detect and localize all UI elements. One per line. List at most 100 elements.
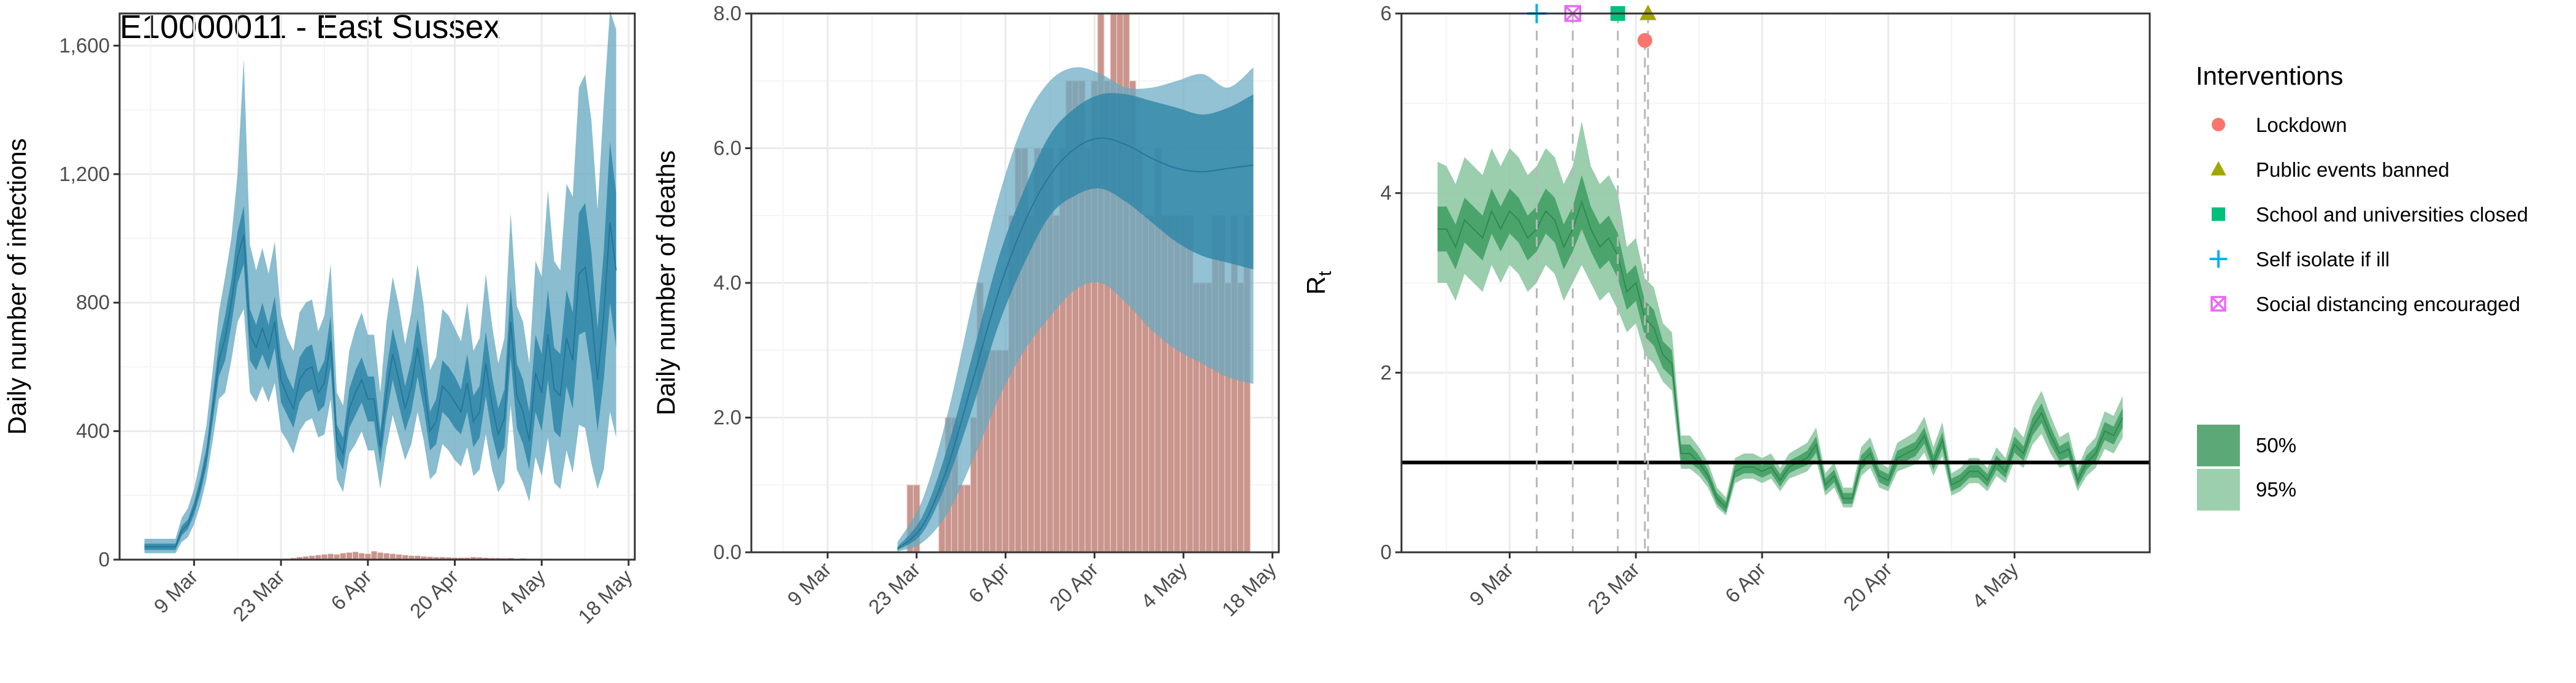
rt-y-tick-label: 4 bbox=[1381, 182, 1392, 204]
legend-item-label: Public events banned bbox=[2256, 158, 2450, 181]
rt-intervention-marker bbox=[1637, 33, 1652, 48]
infections-y-axis-label: Daily number of infections bbox=[2, 138, 31, 434]
infections-observed-bar bbox=[377, 552, 383, 560]
rt-y-axis-label: Rt bbox=[1301, 271, 1335, 295]
infections-band-50 bbox=[144, 142, 616, 550]
infections-observed-bar bbox=[303, 556, 309, 560]
infections-observed-bar bbox=[359, 553, 365, 560]
infections-observed-bar bbox=[383, 553, 389, 560]
infections-observed-bar bbox=[470, 557, 477, 560]
rt-y-tick-label: 2 bbox=[1381, 361, 1392, 384]
infections-x-tick-label: 23 Mar bbox=[228, 565, 289, 626]
legend-band-swatch bbox=[2197, 425, 2240, 466]
legend-item-label: Social distancing encouraged bbox=[2256, 293, 2520, 315]
deaths-band-50 bbox=[897, 93, 1254, 550]
rt-x-tick-label: 6 Apr bbox=[1720, 558, 1770, 608]
infections-frame bbox=[118, 12, 636, 561]
infections-observed-bar bbox=[365, 554, 371, 560]
infections-observed-bar bbox=[396, 554, 402, 560]
infections-y-tick-label: 800 bbox=[76, 291, 110, 314]
infections-x-tick-label: 9 Mar bbox=[150, 565, 202, 618]
infections-band-95 bbox=[144, 10, 616, 554]
legend-marker bbox=[2210, 161, 2226, 176]
infections-observed-bar bbox=[328, 554, 334, 560]
infections-y-tick-label: 1,200 bbox=[59, 163, 110, 185]
infections-x-tick-label: 6 Apr bbox=[326, 565, 376, 615]
infections-x-tick-label: 20 Apr bbox=[405, 565, 463, 623]
infections-x-tick-label: 4 May bbox=[494, 565, 550, 620]
infections-observed-bar bbox=[371, 551, 377, 560]
legend-marker bbox=[2212, 118, 2225, 131]
infections-observed-bar bbox=[427, 557, 433, 560]
rt-x-tick-label: 9 Mar bbox=[1465, 558, 1518, 611]
infections-observed-bar bbox=[433, 557, 439, 560]
legend-band-label: 50% bbox=[2256, 434, 2296, 457]
deaths-y-tick-label: 4.0 bbox=[713, 271, 742, 294]
legend-item-label: School and universities closed bbox=[2256, 203, 2528, 226]
deaths-panel: 0.0 2.0 4.0 6.0 8.0 9 Mar 23 Mar 6 Apr 20 Apr 4 M… bbox=[651, 2, 1281, 620]
deaths-x-tick-label: 9 Mar bbox=[783, 558, 835, 611]
legend-band-label: 95% bbox=[2256, 478, 2296, 501]
rt-x-tick-label: 4 May bbox=[1968, 557, 2023, 612]
deaths-observed-bar bbox=[957, 484, 965, 553]
infections-observed-bar bbox=[296, 557, 303, 560]
rt-frame bbox=[1400, 12, 2151, 554]
infections-y-tick-label: 400 bbox=[76, 420, 110, 442]
legend-marker bbox=[2212, 207, 2225, 221]
rt-x-tick-label: 20 Apr bbox=[1839, 558, 1896, 615]
legend-item-label: Lockdown bbox=[2256, 114, 2347, 136]
infections-observed-bar bbox=[408, 555, 415, 560]
infections-y-tick-label: 1,600 bbox=[59, 34, 110, 56]
deaths-y-tick-label: 8.0 bbox=[713, 2, 742, 25]
infections-observed-bar bbox=[353, 552, 359, 560]
infections-observed-bar bbox=[389, 554, 396, 560]
deaths-y-tick-label: 6.0 bbox=[713, 137, 742, 160]
infections-observed-bar bbox=[340, 553, 346, 560]
legend-marker-box bbox=[2210, 296, 2226, 312]
infections-observed-bar bbox=[477, 557, 483, 560]
infections-observed-bar bbox=[402, 555, 408, 560]
deaths-x-tick-label: 6 Apr bbox=[964, 558, 1014, 608]
deaths-observed-bar bbox=[964, 484, 972, 553]
legend-title: Interventions bbox=[2196, 61, 2343, 90]
infections-observed-bar bbox=[421, 556, 427, 560]
deaths-median-line bbox=[897, 137, 1254, 550]
deaths-y-tick-label: 2.0 bbox=[713, 406, 742, 429]
infections-observed-bar bbox=[309, 555, 315, 560]
infections-observed-bar bbox=[334, 554, 340, 560]
infections-observed-bar bbox=[451, 557, 458, 560]
deaths-y-tick-label: 0.0 bbox=[713, 541, 742, 563]
legend-item-label: Self isolate if ill bbox=[2256, 248, 2390, 271]
rt-y-tick-label: 0 bbox=[1381, 541, 1392, 563]
rt-panel: 0 2 4 6 9 Mar 23 Mar 6 Apr 20 Apr 4 May Rt bbox=[1301, 2, 2151, 619]
infections-observed-bar bbox=[315, 555, 321, 560]
infections-y-tick-label: 0 bbox=[99, 548, 110, 571]
infections-observed-bar bbox=[321, 554, 328, 560]
legend-marker-x2 bbox=[2210, 296, 2226, 312]
figure-title: E10000011 - East Sussex bbox=[120, 9, 500, 45]
deaths-x-tick-label: 23 Mar bbox=[864, 558, 925, 619]
deaths-x-tick-label: 20 Apr bbox=[1045, 558, 1103, 615]
rt-y-tick-label: 6 bbox=[1381, 2, 1392, 25]
infections-observed-bar bbox=[415, 555, 421, 560]
infections-observed-bar bbox=[439, 557, 445, 560]
infections-observed-bar bbox=[464, 557, 470, 560]
infections-observed-bar bbox=[483, 557, 489, 560]
infections-median-line bbox=[144, 222, 617, 548]
legend-marker bbox=[2209, 250, 2228, 268]
legend-band-swatch bbox=[2197, 469, 2240, 511]
legend: Interventions Lockdown Public events banne… bbox=[2196, 61, 2528, 511]
infections-panel: 0 400 800 1,200 1,600 9 Mar 23 Mar 6 Apr 20 Apr 4… bbox=[2, 10, 637, 628]
deaths-x-tick-label: 4 May bbox=[1137, 557, 1192, 612]
rt-x-tick-label: 23 Mar bbox=[1583, 558, 1644, 619]
legend-marker bbox=[2210, 296, 2226, 312]
infections-observed-bar bbox=[458, 557, 464, 560]
rt-intervention-marker bbox=[1639, 4, 1657, 20]
infections-observed-bar bbox=[346, 552, 353, 560]
rt-band-50 bbox=[1437, 175, 2123, 513]
infections-observed-bar bbox=[445, 557, 451, 560]
infections-x-tick-label: 18 May bbox=[573, 565, 637, 628]
deaths-y-axis-label: Daily number of deaths bbox=[651, 150, 680, 415]
deaths-x-tick-label: 18 May bbox=[1217, 557, 1281, 620]
